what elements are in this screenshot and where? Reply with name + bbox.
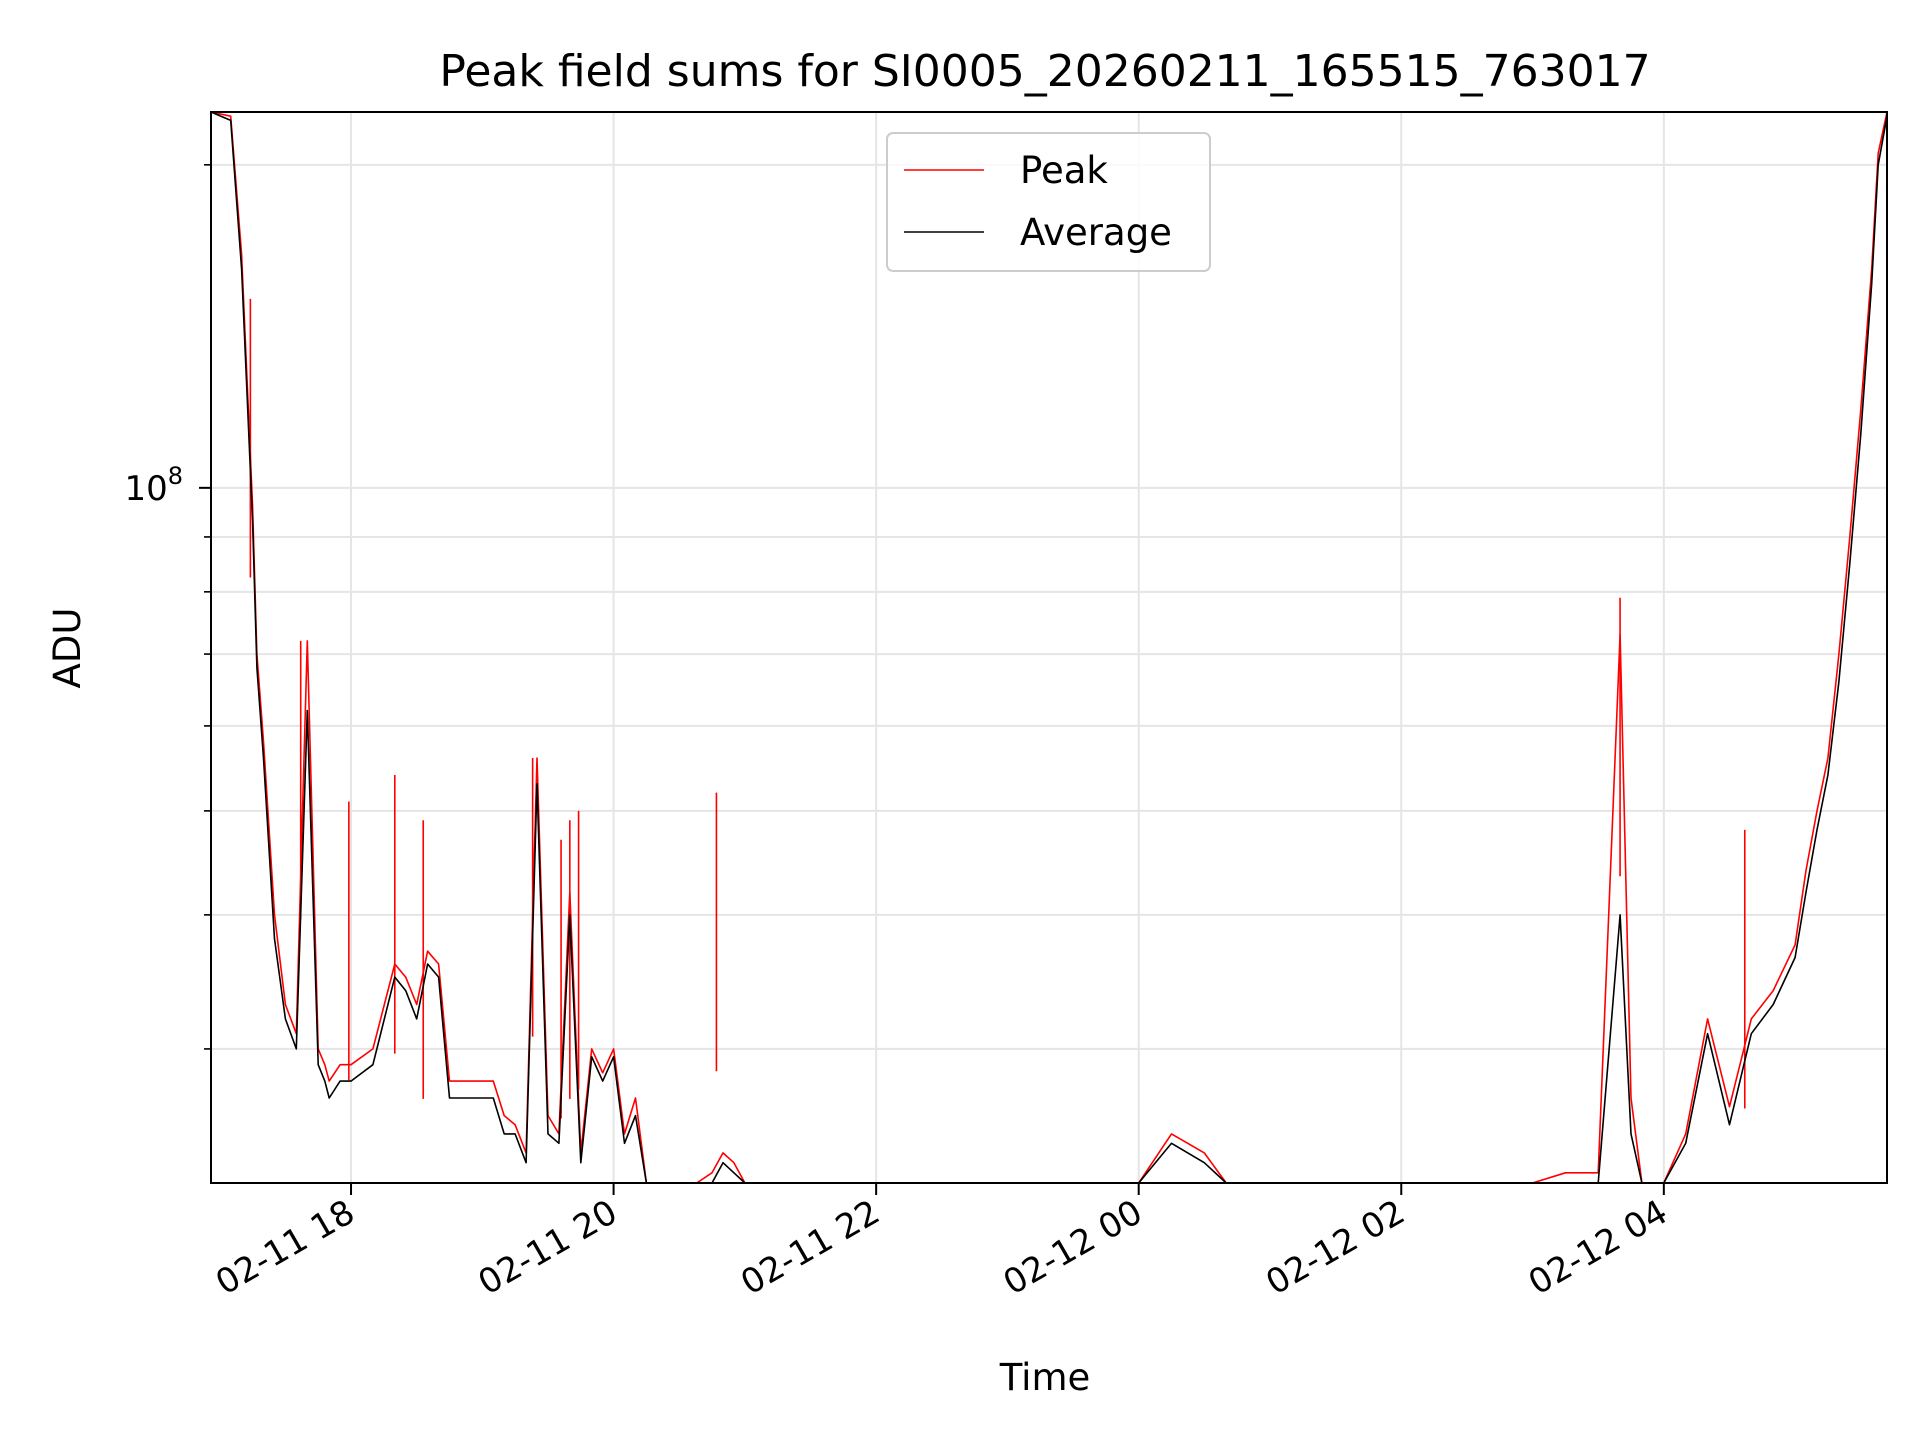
x-axis-label: Time — [999, 1356, 1091, 1399]
plot-frame — [210, 111, 1888, 1184]
series-layer — [210, 111, 1888, 1184]
legend: Peak Average — [886, 132, 1211, 272]
legend-label-peak: Peak — [1020, 149, 1108, 192]
y-axis-label: ADU — [46, 608, 89, 689]
chart-title: Peak field sums for SI0005_20260211_1655… — [439, 46, 1650, 97]
y-tick-label: 108 — [124, 462, 183, 509]
legend-box — [886, 132, 1211, 272]
legend-label-average: Average — [1020, 211, 1172, 254]
